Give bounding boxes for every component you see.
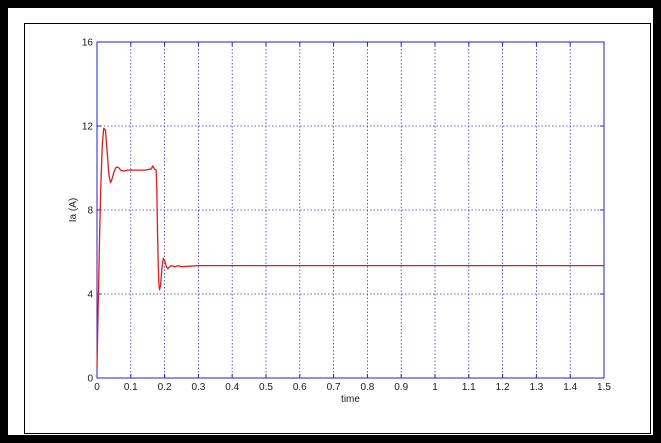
y-tick-label: 8 xyxy=(87,206,93,217)
x-tick-label: 1.5 xyxy=(597,382,611,393)
series-layer xyxy=(96,127,604,368)
x-tick-labels: 0 0.1 0.2 0.3 0.4 0.5 0.6 0.7 0.8 0.9 1 1.1 1.2 1.3 1.… xyxy=(94,382,611,393)
x-tick-label: 1.2 xyxy=(496,382,510,393)
x-tick-label: 0.2 xyxy=(158,382,172,393)
y-tick-label: 16 xyxy=(82,38,94,49)
y-axis-label: Ia (A) xyxy=(68,198,79,222)
y-tick-label: 0 xyxy=(87,374,93,385)
x-tick-label: 0 xyxy=(94,382,100,393)
y-tick-label: 4 xyxy=(87,290,93,301)
axis-ticks xyxy=(96,41,605,379)
x-tick-label: 0.8 xyxy=(360,382,374,393)
y-tick-labels: 0 4 8 12 16 xyxy=(82,38,94,385)
series-line xyxy=(96,127,604,368)
x-tick-label: 0.3 xyxy=(191,382,205,393)
x-tick-label: 1.3 xyxy=(529,382,543,393)
x-tick-label: 0.4 xyxy=(225,382,239,393)
x-tick-label: 0.6 xyxy=(293,382,307,393)
x-tick-label: 0.1 xyxy=(124,382,138,393)
x-tick-label: 0.7 xyxy=(327,382,341,393)
x-tick-label: 0.9 xyxy=(394,382,408,393)
y-tick-label: 12 xyxy=(82,122,94,133)
x-tick-label: 0.5 xyxy=(259,382,273,393)
x-tick-label: 1.1 xyxy=(462,382,476,393)
plot-panel xyxy=(24,23,651,434)
x-tick-label: 1 xyxy=(432,382,438,393)
x-axis-label: time xyxy=(341,394,360,405)
grid xyxy=(97,42,604,378)
x-tick-label: 1.4 xyxy=(563,382,577,393)
